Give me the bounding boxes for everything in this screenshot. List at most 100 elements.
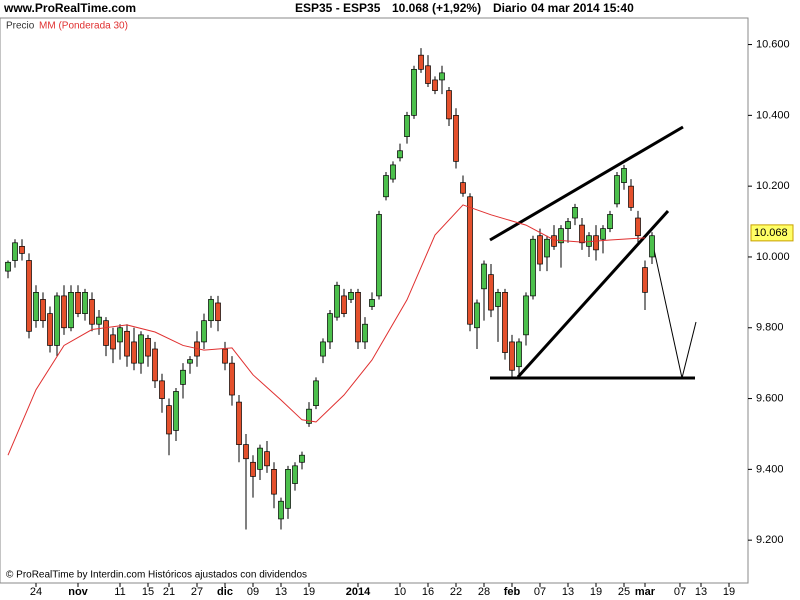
candle-body (313, 380, 319, 406)
candle-body (411, 68, 417, 116)
x-tick-label: 19 (303, 586, 315, 598)
x-tick-label: dic (217, 586, 233, 598)
x-tick-label: 10 (394, 586, 406, 598)
candle-body (642, 267, 648, 293)
candle-body (544, 238, 550, 258)
candle-body (460, 182, 466, 194)
candle-body (418, 54, 424, 70)
y-tick-label: 10.000 (756, 251, 790, 263)
candle-body (327, 313, 333, 343)
candle-body (278, 500, 284, 520)
candle-body (12, 242, 18, 261)
candle-body (488, 274, 494, 311)
candle-body (334, 284, 340, 318)
candle-body (376, 214, 382, 297)
candle-body (54, 295, 60, 346)
candle-body (509, 341, 515, 371)
candle-body (110, 334, 116, 350)
candle-body (404, 115, 410, 137)
candle-body (446, 90, 452, 120)
x-tick-label: feb (504, 586, 521, 598)
candle-body (614, 175, 620, 205)
x-tick-label: 13 (562, 586, 574, 598)
candle-body (439, 72, 445, 81)
x-tick-label: mar (635, 586, 656, 598)
candle-body (229, 362, 235, 396)
candle-body (215, 302, 221, 322)
site: www.ProRealTime.com (3, 1, 136, 15)
candle-body (152, 348, 158, 382)
trendline (489, 125, 684, 242)
candle-body (208, 299, 214, 322)
candle-body (649, 235, 655, 258)
candle-body (173, 391, 179, 431)
candle-body (187, 359, 193, 364)
candle-body (264, 451, 270, 467)
legend-price: Precio (6, 21, 35, 32)
x-tick-label: 21 (163, 586, 175, 598)
x-tick-label: 25 (618, 586, 630, 598)
y-tick-label: 9.800 (756, 322, 784, 334)
candle-body (96, 316, 102, 325)
y-tick-label: 10.200 (756, 180, 790, 192)
x-tick-label: 19 (590, 586, 602, 598)
candle-body (523, 295, 529, 336)
candle-body (103, 320, 109, 346)
candle-body (341, 295, 347, 314)
x-tick-label: 15 (142, 586, 154, 598)
y-tick-label: 10.600 (756, 38, 790, 50)
x-tick-label: 2014 (346, 586, 371, 598)
period: Diario (493, 1, 527, 15)
candle-body (397, 150, 403, 159)
candle-body (558, 228, 564, 244)
candle-body (593, 235, 599, 251)
y-tick-label: 9.400 (756, 463, 784, 475)
candle-body (425, 65, 431, 84)
candle-body (390, 164, 396, 180)
legend-ma: MM (Ponderada 30) (39, 21, 128, 32)
candle-body (467, 196, 473, 325)
x-tick-label: 16 (422, 586, 434, 598)
candle-body (362, 323, 368, 343)
projection (652, 244, 697, 379)
x-tick-label: 09 (247, 586, 259, 598)
x-tick-label: 11 (114, 586, 125, 598)
candle-body (285, 469, 291, 509)
candle-body (5, 261, 11, 272)
candle-body (26, 260, 32, 332)
candle-body (579, 224, 585, 244)
candle-body (124, 330, 130, 357)
candle-body (502, 292, 508, 353)
candle-body (481, 263, 487, 290)
price-tag: 10.068 (754, 227, 788, 239)
candle-body (306, 408, 312, 424)
candle-body (138, 334, 144, 364)
candle-body (68, 292, 74, 329)
candle-body (299, 454, 305, 463)
candle-body (572, 207, 578, 219)
x-tick-label: 13 (275, 586, 287, 598)
candle-body (82, 292, 88, 314)
candle-body (516, 341, 522, 368)
instrument: ESP35 - ESP35 (295, 1, 381, 15)
candle-body (607, 214, 613, 229)
candle-body (19, 245, 25, 254)
candle-body (600, 228, 606, 240)
candle-body (271, 469, 277, 495)
candle-body (61, 295, 67, 329)
candle-body (628, 185, 634, 208)
candle-body (537, 235, 543, 265)
price-tag-box (750, 224, 794, 242)
x-tick-label: 27 (191, 586, 203, 598)
candle-body (222, 348, 228, 364)
x-tick-label: 07 (534, 586, 546, 598)
candle-body (453, 115, 459, 162)
x-tick-label: 24 (30, 586, 42, 598)
candle-body (621, 168, 627, 183)
candle-body (369, 299, 375, 307)
x-tick-label: 28 (478, 586, 490, 598)
y-tick-label: 9.200 (756, 534, 784, 546)
y-tick-label: 9.600 (756, 392, 784, 404)
